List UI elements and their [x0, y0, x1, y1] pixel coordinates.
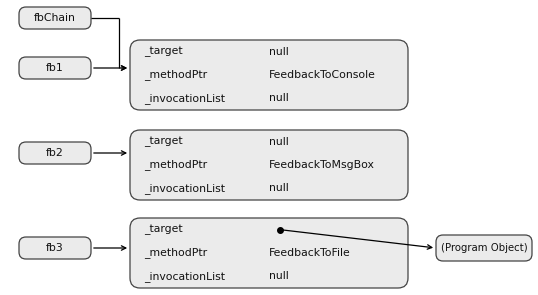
Text: (Program Object): (Program Object): [441, 243, 527, 253]
Text: null: null: [269, 271, 289, 281]
Text: _invocationList: _invocationList: [144, 271, 225, 282]
Text: _invocationList: _invocationList: [144, 93, 225, 104]
Text: _target: _target: [144, 137, 182, 147]
FancyBboxPatch shape: [436, 235, 532, 261]
Text: _target: _target: [144, 47, 182, 57]
FancyBboxPatch shape: [19, 7, 91, 29]
FancyBboxPatch shape: [19, 57, 91, 79]
Text: FeedbackToMsgBox: FeedbackToMsgBox: [269, 160, 375, 170]
Text: FeedbackToFile: FeedbackToFile: [269, 248, 351, 258]
Text: FeedbackToConsole: FeedbackToConsole: [269, 70, 376, 80]
Text: fbChain: fbChain: [34, 13, 76, 23]
Text: fb1: fb1: [46, 63, 64, 73]
Text: null: null: [269, 93, 289, 103]
FancyBboxPatch shape: [130, 218, 408, 288]
FancyBboxPatch shape: [130, 40, 408, 110]
Text: _invocationList: _invocationList: [144, 183, 225, 194]
Text: _methodPtr: _methodPtr: [144, 248, 207, 258]
Text: _methodPtr: _methodPtr: [144, 70, 207, 81]
Text: null: null: [269, 47, 289, 57]
Text: _methodPtr: _methodPtr: [144, 160, 207, 171]
Text: fb2: fb2: [46, 148, 64, 158]
Text: null: null: [269, 137, 289, 147]
Text: _target: _target: [144, 224, 182, 235]
FancyBboxPatch shape: [19, 142, 91, 164]
FancyBboxPatch shape: [19, 237, 91, 259]
Text: null: null: [269, 183, 289, 193]
FancyBboxPatch shape: [130, 130, 408, 200]
Text: fb3: fb3: [46, 243, 64, 253]
